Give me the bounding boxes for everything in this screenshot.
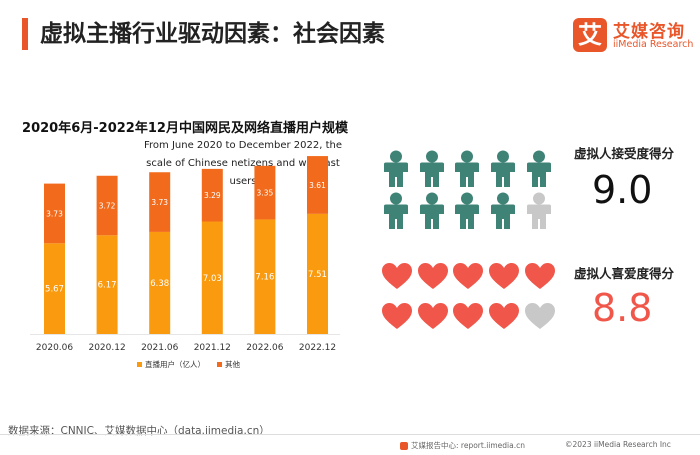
heart-icon [488,262,524,302]
footer-copyright: ©2023 iiMedia Research Inc [565,440,671,449]
data-source: 数据来源：CNNIC、艾媒数据中心（data.iimedia.cn） [8,425,270,437]
liking-heart-grid [381,262,556,337]
person-icon [381,192,417,232]
iimedia-logo: 艾 艾媒咨询 iiMedia Research [573,16,693,56]
data-label: 5.67 [45,285,64,295]
footer-divider [0,434,700,435]
data-label: 6.17 [98,281,117,291]
x-tick-label: 2021.12 [194,343,231,353]
heart-icon [488,302,524,342]
person-icon [488,192,524,232]
bar-segment-live-users-2020.06 [44,243,65,334]
bar-segment-other-2021.12 [201,168,223,222]
heart-icon [381,302,417,342]
heart-icon [381,262,417,302]
person-icon [488,150,524,190]
legend-swatch [217,362,222,367]
bar-segment-live-users-2022.06 [254,219,276,334]
legend-label: 直播用户（亿人） [145,359,205,369]
person-icon [417,150,453,190]
bar-segment-live-users-2020.12 [96,235,118,334]
person-icon [452,150,488,190]
x-tick-label: 2022.12 [299,343,336,353]
data-label: 7.03 [203,274,222,284]
acceptance-score: 9.0 [592,168,653,212]
legend-label: 其他 [225,359,240,369]
data-label: 7.16 [255,273,274,283]
person-icon [524,192,560,232]
data-label: 3.73 [151,198,168,207]
acceptance-person-grid [381,150,556,240]
x-tick-label: 2022.06 [246,343,283,353]
bar-segment-live-users-2022.12 [307,213,328,334]
bar-segment-live-users-2021.12 [201,221,223,334]
data-label: 3.29 [204,191,221,200]
person-icon [381,150,417,190]
data-label: 6.38 [150,279,169,289]
page-title: 虚拟主播行业驱动因素：社会因素 [40,21,385,47]
data-label: 7.51 [308,270,327,280]
person-icon [524,150,560,190]
person-icon [452,192,488,232]
legend-swatch [137,362,142,367]
data-label: 3.35 [257,189,274,198]
data-label: 3.61 [309,181,326,190]
data-label: 3.73 [46,209,63,218]
person-icon [417,192,453,232]
logo-chinese-name: 艾媒咨询 [613,22,685,42]
bar-segment-other-2022.12 [307,156,328,214]
logo-english-name: iiMedia Research [613,39,694,50]
bar-segment-other-2022.06 [254,165,276,220]
bar-segment-other-2020.06 [44,183,65,244]
liking-score: 8.8 [592,286,653,330]
chart-subtitle: From June 2020 to December 2022, the sca… [143,140,342,187]
heart-icon [417,262,453,302]
liking-label: 虚拟人喜爱度得分 [574,266,675,281]
heart-icon [524,262,560,302]
chart-title: 2020年6月-2022年12月中国网民及网络直播用户规模 [22,121,348,136]
footer-report-text: 艾媒报告中心: report.iimedia.cn [411,441,525,450]
heart-icon [417,302,453,342]
report-icon [400,442,408,450]
footer-report-site: 艾媒报告中心: report.iimedia.cn [400,440,525,451]
bar-segment-other-2021.06 [149,172,171,232]
x-tick-label: 2021.06 [141,343,178,353]
heart-icon [524,302,560,342]
title-accent-bar [22,18,28,50]
bar-segment-other-2020.12 [96,175,118,236]
heart-icon [452,262,488,302]
x-tick-label: 2020.06 [36,343,73,353]
bar-segment-live-users-2021.06 [149,231,171,334]
logo-mark: 艾 [573,18,607,52]
data-label: 3.72 [99,202,116,211]
stacked-bar-chart: 5.67 3.73 2020.06 6.17 3.72 2020.12 6.38 3.73 20… [30,156,340,369]
heart-icon [452,302,488,342]
acceptance-label: 虚拟人接受度得分 [574,146,675,161]
x-tick-label: 2020.12 [88,343,125,353]
